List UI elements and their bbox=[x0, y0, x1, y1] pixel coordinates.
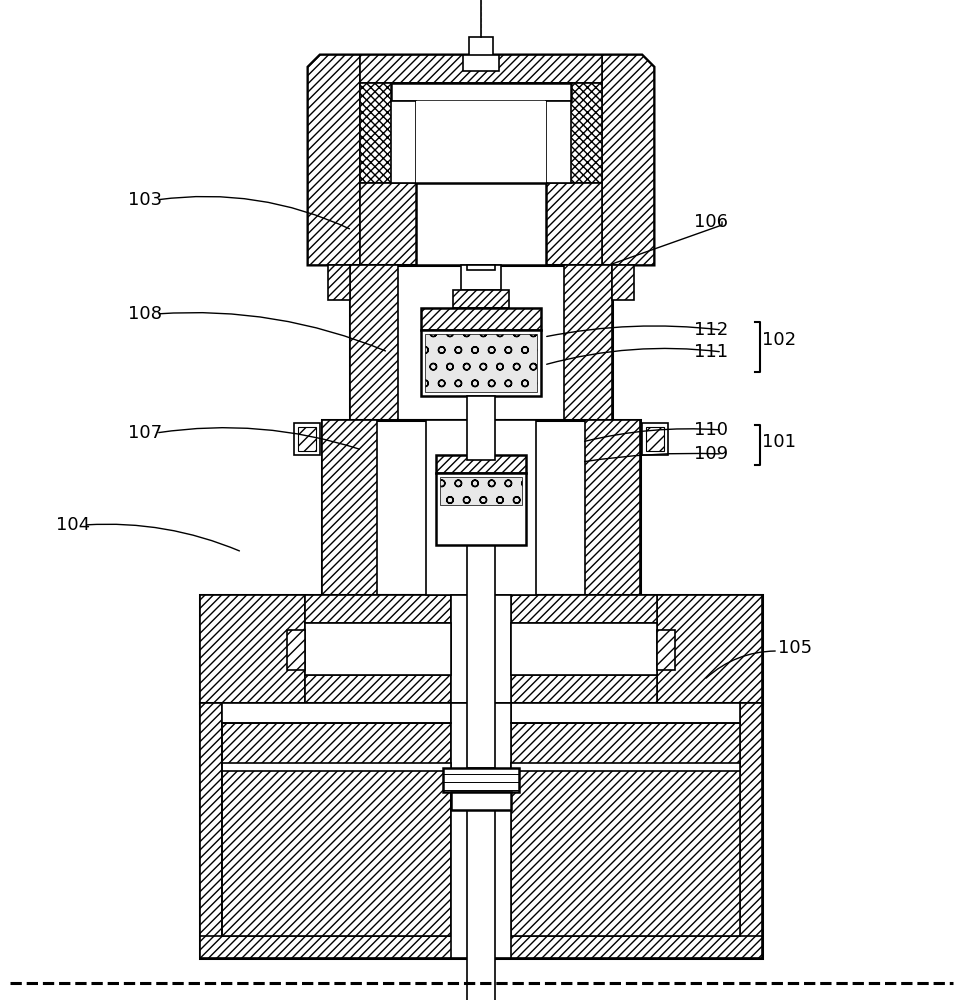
Bar bbox=[222, 723, 451, 936]
Bar bbox=[453, 290, 509, 308]
Bar bbox=[642, 423, 668, 455]
Bar bbox=[612, 265, 634, 300]
Bar bbox=[461, 265, 501, 290]
Bar bbox=[499, 83, 602, 183]
Bar bbox=[657, 630, 675, 670]
Bar bbox=[391, 101, 416, 183]
Bar bbox=[467, 396, 495, 460]
Bar bbox=[305, 595, 451, 623]
Text: 112: 112 bbox=[694, 321, 728, 339]
Bar bbox=[499, 183, 602, 265]
Bar bbox=[416, 101, 546, 183]
Bar bbox=[546, 101, 571, 183]
Bar bbox=[564, 265, 612, 420]
Text: 105: 105 bbox=[778, 639, 812, 657]
Bar bbox=[350, 265, 612, 420]
Bar bbox=[294, 423, 320, 455]
Bar bbox=[421, 308, 541, 330]
Bar bbox=[440, 477, 522, 505]
Bar bbox=[200, 595, 305, 703]
Bar bbox=[511, 723, 740, 936]
Bar bbox=[451, 792, 511, 810]
Bar bbox=[298, 427, 316, 451]
Bar bbox=[328, 265, 350, 300]
Bar bbox=[360, 183, 463, 265]
Bar bbox=[451, 595, 511, 703]
Bar bbox=[463, 55, 499, 71]
Bar bbox=[421, 330, 541, 396]
Text: 111: 111 bbox=[694, 343, 728, 361]
Bar bbox=[511, 763, 740, 771]
Bar bbox=[511, 595, 657, 623]
Bar bbox=[646, 427, 664, 451]
Bar bbox=[305, 623, 451, 675]
Text: 108: 108 bbox=[128, 305, 162, 323]
Bar bbox=[511, 623, 657, 675]
Bar bbox=[350, 265, 398, 420]
Bar bbox=[511, 703, 740, 723]
Bar bbox=[200, 595, 762, 703]
Bar bbox=[443, 768, 519, 792]
Bar bbox=[305, 703, 657, 723]
Text: 107: 107 bbox=[128, 424, 162, 442]
Bar bbox=[222, 703, 451, 723]
Text: 109: 109 bbox=[694, 445, 728, 463]
Text: 104: 104 bbox=[56, 516, 91, 534]
Bar bbox=[740, 703, 762, 958]
Bar bbox=[467, 265, 495, 270]
Bar bbox=[322, 420, 377, 595]
Bar bbox=[585, 420, 640, 595]
Text: 102: 102 bbox=[762, 331, 796, 349]
Bar bbox=[360, 83, 463, 183]
Bar bbox=[305, 675, 451, 703]
Polygon shape bbox=[308, 55, 654, 265]
Bar bbox=[200, 703, 762, 958]
Bar bbox=[657, 595, 762, 703]
Bar bbox=[511, 675, 657, 703]
Bar bbox=[436, 473, 526, 545]
Bar bbox=[467, 545, 495, 768]
Bar bbox=[200, 703, 222, 958]
Bar bbox=[416, 183, 546, 265]
Text: 110: 110 bbox=[694, 421, 728, 439]
Bar bbox=[425, 334, 537, 392]
Bar bbox=[469, 37, 493, 59]
Bar bbox=[391, 83, 571, 101]
Bar bbox=[451, 703, 511, 958]
Bar bbox=[322, 420, 640, 595]
Polygon shape bbox=[308, 55, 360, 265]
Bar bbox=[467, 810, 495, 1000]
Bar bbox=[287, 630, 305, 670]
Polygon shape bbox=[602, 55, 654, 265]
Bar bbox=[360, 55, 602, 83]
Text: 101: 101 bbox=[762, 433, 796, 451]
Bar bbox=[436, 455, 526, 473]
Bar bbox=[222, 763, 451, 771]
Text: 106: 106 bbox=[694, 213, 728, 231]
Bar bbox=[200, 936, 762, 958]
Text: 103: 103 bbox=[128, 191, 162, 209]
Bar bbox=[426, 420, 536, 595]
